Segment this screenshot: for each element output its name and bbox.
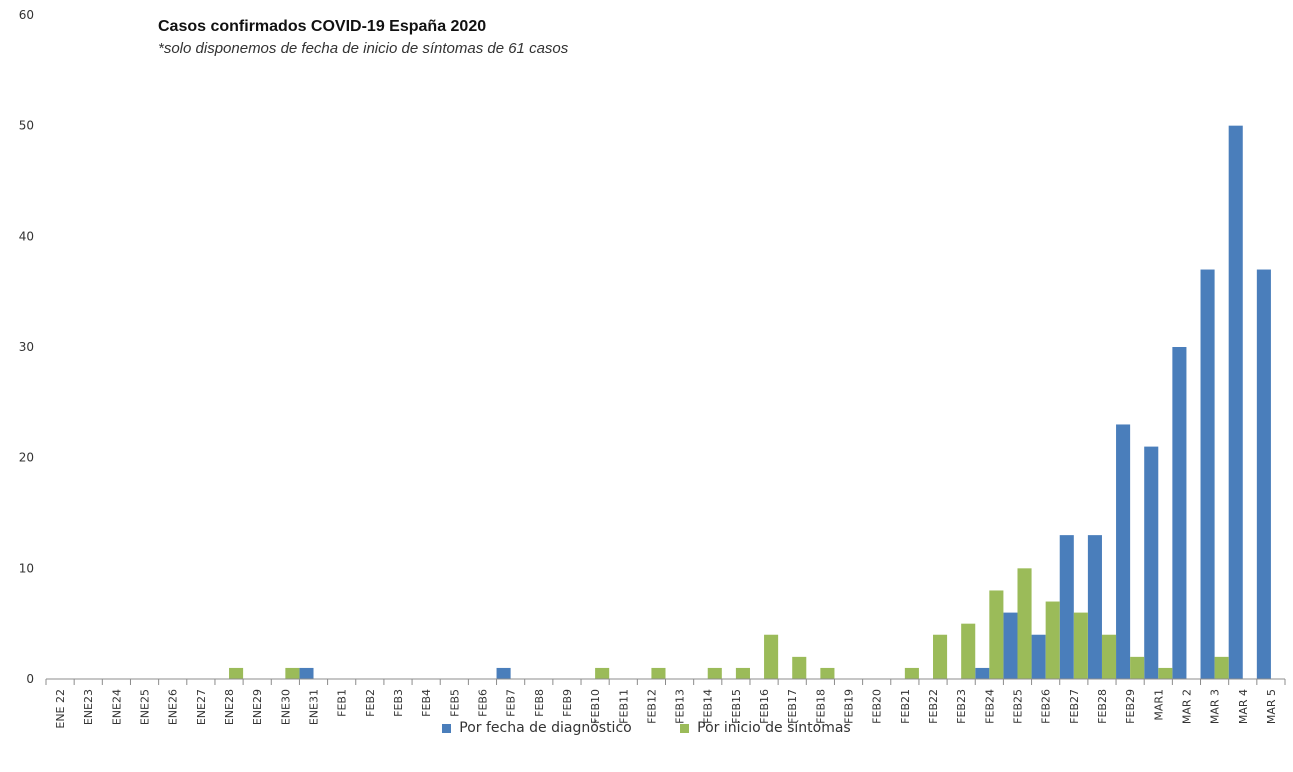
x-tick-label: ENE 22	[54, 689, 67, 729]
y-tick-label: 40	[19, 229, 34, 243]
bar-sintomas	[1214, 656, 1229, 679]
legend-swatch-diagnostico	[442, 723, 452, 733]
bar-diagnostico	[1003, 612, 1018, 679]
x-tick-label: FEB23	[955, 689, 968, 724]
chart-subtitle: *solo disponemos de fecha de inicio de s…	[158, 40, 569, 57]
bar-diagnostico	[1144, 446, 1159, 679]
bar-diagnostico	[1256, 269, 1271, 679]
chart-legend: Por fecha de diagnóstico Por inicio de s…	[0, 720, 1293, 737]
bar-sintomas	[1130, 656, 1145, 679]
x-tick-label: MAR 3	[1209, 689, 1222, 724]
y-tick-label: 60	[19, 8, 34, 22]
x-tick-label: FEB15	[730, 689, 743, 724]
x-tick-label: FEB24	[983, 689, 996, 724]
bar-diagnostico	[1172, 347, 1187, 679]
legend-item-sintomas: Por inicio de síntomas	[680, 720, 851, 736]
bar-diagnostico	[1031, 634, 1046, 679]
x-tick-label: FEB9	[561, 689, 574, 717]
bar-sintomas	[707, 667, 722, 679]
bar-diagnostico	[975, 667, 990, 679]
x-tick-label: ENE26	[167, 689, 180, 725]
bar-sintomas	[820, 667, 835, 679]
x-tick-label: MAR 2	[1180, 689, 1193, 724]
x-tick-label: FEB8	[533, 689, 546, 717]
legend-label-diagnostico: Por fecha de diagnóstico	[459, 720, 632, 736]
legend-swatch-sintomas	[680, 723, 690, 733]
x-tick-label: FEB2	[364, 689, 377, 717]
bar-sintomas	[904, 667, 919, 679]
bar-diagnostico	[1059, 535, 1074, 679]
y-tick-label: 30	[19, 340, 34, 354]
x-tick-label: FEB28	[1096, 689, 1109, 724]
chart-title: Casos confirmados COVID-19 España 2020	[158, 18, 487, 35]
y-tick-label: 0	[26, 672, 34, 686]
x-tick-label: ENE30	[279, 689, 292, 725]
x-tick-label: FEB17	[786, 689, 799, 724]
bar-sintomas	[1073, 612, 1088, 679]
x-tick-label: FEB18	[814, 689, 827, 724]
bar-sintomas	[595, 667, 610, 679]
bar-sintomas	[792, 656, 807, 679]
bar-sintomas	[1101, 634, 1117, 679]
x-tick-label: ENE31	[308, 689, 321, 725]
bar-diagnostico	[299, 667, 314, 679]
x-tick-label: FEB25	[1011, 689, 1024, 724]
x-tick-label: FEB10	[589, 689, 602, 724]
x-tick-label: FEB4	[420, 689, 433, 717]
x-tick-label: FEB26	[1040, 689, 1053, 724]
x-tick-label: FEB22	[927, 689, 940, 724]
x-tick-label: FEB14	[702, 689, 715, 724]
x-tick-label: MAR1	[1152, 689, 1165, 721]
bar-sintomas	[1017, 568, 1032, 679]
x-tick-label: MAR 5	[1265, 689, 1278, 724]
bar-sintomas	[1158, 667, 1173, 679]
bar-sintomas	[961, 623, 976, 679]
x-tick-label: FEB7	[505, 689, 518, 717]
bar-diagnostico	[1200, 269, 1215, 679]
x-tick-label: FEB3	[392, 689, 405, 717]
x-tick-label: FEB5	[448, 689, 461, 717]
y-tick-label: 50	[19, 119, 34, 133]
y-tick-label: 10	[19, 561, 34, 575]
bar-diagnostico	[1228, 125, 1243, 679]
x-tick-label: ENE24	[110, 689, 123, 725]
bar-diagnostico	[1116, 424, 1131, 679]
x-tick-label: FEB19	[843, 689, 856, 724]
x-tick-label: MAR 4	[1237, 689, 1250, 724]
bar-sintomas	[735, 667, 750, 679]
x-tick-label: FEB1	[336, 689, 349, 717]
x-tick-label: FEB12	[645, 689, 658, 724]
bar-sintomas	[1045, 601, 1060, 679]
bar-sintomas	[989, 590, 1004, 679]
legend-item-diagnostico: Por fecha de diagnóstico	[442, 720, 632, 736]
bar-diagnostico	[496, 667, 511, 679]
x-tick-label: FEB20	[871, 689, 884, 724]
bar-sintomas	[229, 667, 244, 679]
bar-sintomas	[933, 634, 948, 679]
legend-label-sintomas: Por inicio de síntomas	[697, 720, 851, 736]
bar-sintomas	[285, 667, 300, 679]
x-tick-label: FEB29	[1124, 689, 1137, 724]
x-tick-label: ENE23	[82, 689, 95, 725]
x-tick-label: FEB11	[617, 689, 630, 724]
bar-sintomas	[764, 634, 779, 679]
bar-sintomas	[651, 667, 666, 679]
bar-diagnostico	[1087, 535, 1102, 679]
x-tick-label: FEB21	[899, 689, 912, 724]
x-tick-label: ENE29	[251, 689, 264, 725]
x-tick-label: ENE28	[223, 689, 236, 725]
x-tick-label: ENE25	[139, 689, 152, 725]
x-tick-label: FEB16	[758, 689, 771, 724]
y-tick-label: 20	[19, 451, 34, 465]
x-tick-label: ENE27	[195, 689, 208, 725]
x-tick-label: FEB6	[476, 689, 489, 717]
x-tick-label: FEB13	[674, 689, 687, 724]
x-tick-label: FEB27	[1068, 689, 1081, 724]
